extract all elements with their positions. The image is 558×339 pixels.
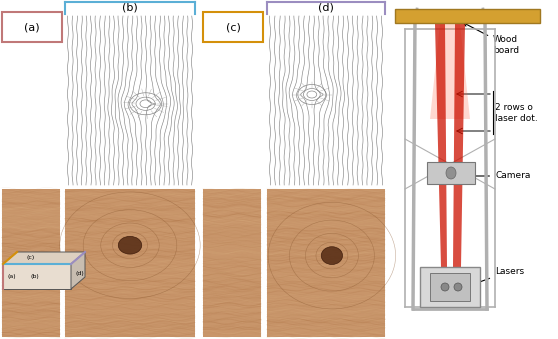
Bar [427,162,475,184]
Polygon shape [3,264,71,289]
Text: (c): (c) [27,256,35,260]
Polygon shape [435,24,447,267]
Bar [2,189,60,337]
Text: (c): (c) [225,22,240,32]
Ellipse shape [446,167,456,179]
Text: (b): (b) [30,274,39,279]
Polygon shape [71,252,85,289]
Bar [203,12,263,42]
Bar [420,267,480,307]
Text: (a): (a) [7,274,16,279]
Ellipse shape [118,236,142,254]
Bar [430,273,470,301]
Text: (d): (d) [318,3,334,13]
Polygon shape [3,252,85,264]
Polygon shape [430,24,470,119]
Bar [65,189,195,337]
Bar [2,12,62,42]
Text: (e): (e) [464,9,480,19]
Bar [395,9,540,23]
Text: Wood
board: Wood board [464,23,519,55]
Ellipse shape [441,283,449,291]
Text: Lasers: Lasers [459,266,524,290]
Ellipse shape [454,283,462,291]
Text: 2 rows o
laser dot.: 2 rows o laser dot. [495,103,538,123]
Text: (d): (d) [75,272,84,277]
Text: (b): (b) [122,3,138,13]
Ellipse shape [321,247,343,264]
Bar [203,189,261,337]
Text: Camera: Camera [454,172,530,180]
Bar [267,189,385,337]
Text: (a): (a) [24,22,40,32]
Polygon shape [453,24,465,267]
